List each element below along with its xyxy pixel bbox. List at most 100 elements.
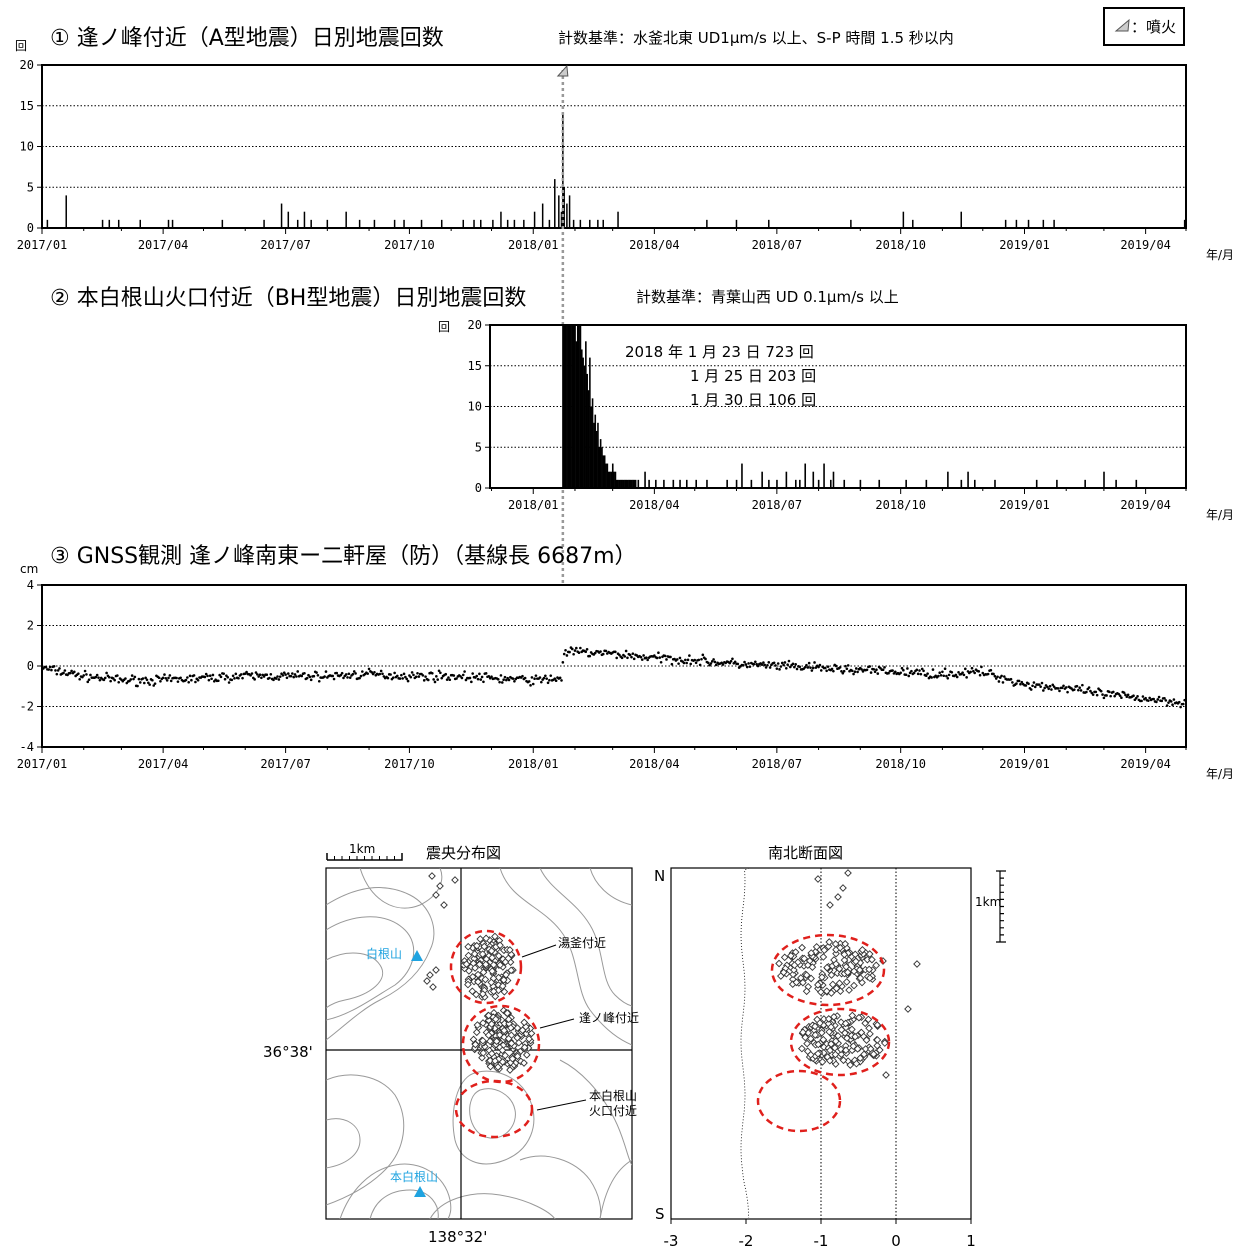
y-tick-label: 15 — [20, 99, 34, 113]
gnss-point — [1091, 693, 1095, 696]
gnss-point — [222, 672, 225, 675]
hypocenter — [839, 884, 847, 892]
gnss-point — [817, 665, 820, 669]
gnss-point — [274, 677, 278, 680]
hypocenter — [803, 1047, 812, 1056]
gnss-point — [1075, 684, 1079, 688]
map-contours — [326, 868, 632, 1219]
annotation-jan23: 2018 年 1 月 23 日 723 回 — [625, 343, 814, 361]
bar — [843, 479, 846, 488]
bar — [571, 325, 574, 488]
gnss-point — [562, 652, 566, 656]
gnss-point — [169, 679, 173, 683]
hypocenter — [852, 957, 860, 966]
gnss-point — [432, 678, 435, 681]
gnss-point — [204, 672, 208, 676]
epicenter — [520, 1059, 528, 1067]
gnss-point — [1017, 679, 1021, 683]
gnss-point — [565, 654, 569, 657]
bar — [108, 219, 111, 228]
gnss-point — [324, 670, 328, 673]
bar — [579, 219, 582, 228]
y-tick-label: 15 — [468, 359, 482, 373]
gnss-point — [728, 661, 732, 665]
hypocenter — [843, 1034, 851, 1043]
bar — [558, 195, 560, 228]
epicenter — [504, 1034, 513, 1043]
gnss-point — [779, 665, 783, 668]
gnss-point — [1042, 689, 1045, 692]
gnss-point — [1078, 686, 1081, 690]
gnss-point — [1077, 688, 1080, 692]
gnss-point — [354, 672, 357, 675]
hypocenter — [819, 953, 828, 961]
hypocenter — [856, 974, 865, 982]
gnss-point — [1165, 704, 1169, 707]
gnss-point — [962, 673, 966, 677]
contour-line — [599, 1159, 632, 1219]
bar — [554, 179, 556, 228]
gnss-point — [85, 673, 88, 676]
epicenter — [504, 1015, 513, 1024]
epicenter — [487, 947, 496, 955]
section-x-tick-label: 0 — [891, 1232, 901, 1249]
gnss-point — [943, 667, 947, 671]
bar — [613, 471, 615, 488]
gnss-point — [496, 678, 500, 681]
gnss-point — [144, 676, 147, 680]
gnss-point — [124, 677, 127, 680]
gnss-point — [786, 663, 789, 666]
gnss-point — [282, 671, 286, 675]
epicenter — [488, 967, 497, 975]
bar — [280, 203, 283, 228]
gnss-point — [300, 674, 304, 678]
hypocenter — [866, 1030, 874, 1038]
epicenter — [520, 1018, 529, 1027]
gnss-point — [736, 662, 740, 666]
gnss-point — [295, 675, 298, 678]
gnss-point — [373, 670, 376, 674]
contour-line — [359, 868, 443, 909]
bar — [1183, 219, 1186, 228]
hypocenter — [856, 1054, 865, 1063]
bar — [462, 219, 465, 228]
gnss-point — [577, 651, 581, 655]
gnss-point — [645, 656, 648, 660]
x-tick-label: 2018/07 — [752, 757, 803, 771]
bar — [589, 357, 591, 488]
epicenter — [487, 1049, 496, 1058]
gnss-point — [872, 667, 876, 671]
bar — [1035, 479, 1038, 488]
gnss-point — [1148, 696, 1151, 700]
gnss-point — [678, 656, 682, 660]
epicenter — [481, 975, 490, 984]
hypocenter — [832, 960, 840, 968]
gnss-point — [303, 671, 306, 675]
gnss-point — [767, 661, 771, 664]
x-tick-label: 2018/01 — [508, 238, 559, 252]
hypocenter — [872, 961, 881, 970]
bar — [139, 219, 141, 228]
gnss-point — [1062, 684, 1065, 688]
gnss-point — [129, 678, 133, 681]
gnss-point — [1163, 696, 1166, 700]
gnss-point — [834, 664, 838, 668]
gnss-point — [941, 670, 944, 674]
gnss-point — [803, 665, 807, 669]
gnss-point — [136, 684, 139, 688]
gnss-point — [697, 658, 701, 662]
gnss-point — [887, 671, 890, 675]
gnss-point — [1120, 696, 1123, 700]
epicenter — [522, 1051, 531, 1059]
hypocenter — [811, 1031, 820, 1039]
gnss-point — [1037, 683, 1041, 686]
gnss-point — [196, 678, 200, 682]
gnss-point — [153, 682, 157, 685]
x-tick-label: 2018/07 — [752, 238, 803, 252]
contour-line — [559, 1059, 632, 1166]
bar — [572, 219, 575, 228]
bar — [741, 463, 743, 488]
gnss-point — [161, 676, 165, 680]
gnss-point — [686, 658, 690, 662]
section-title: 南北断面図 — [768, 844, 843, 862]
